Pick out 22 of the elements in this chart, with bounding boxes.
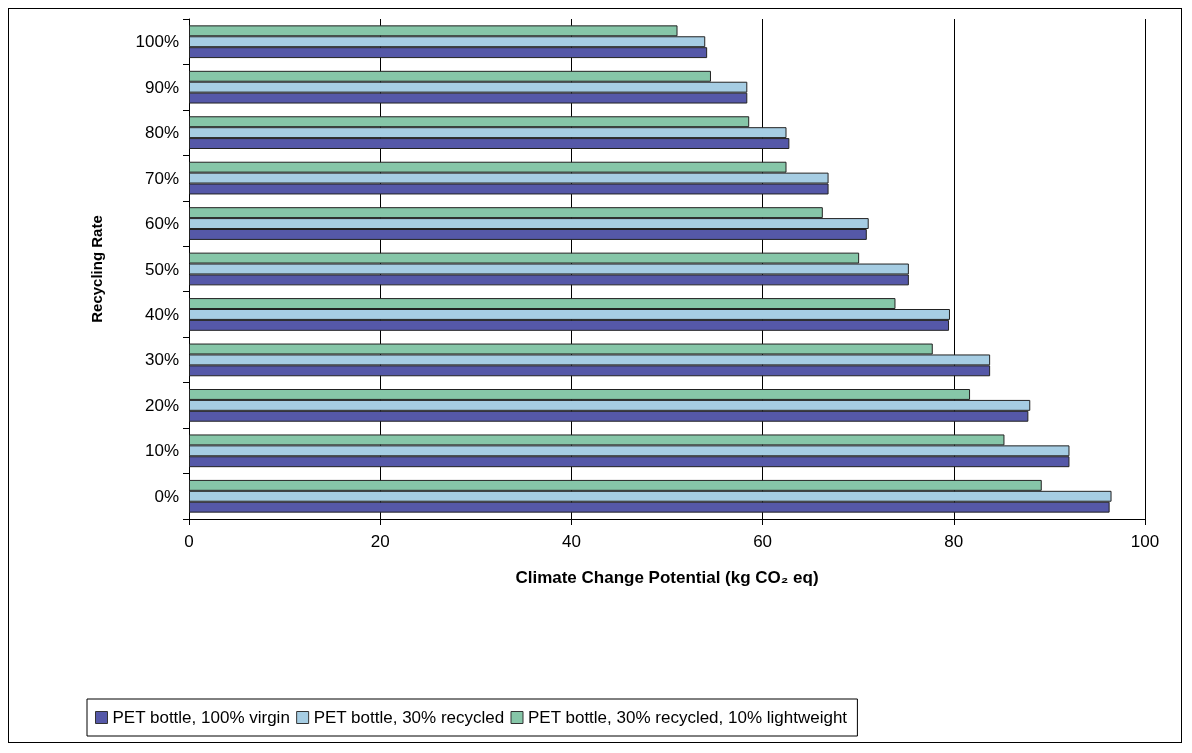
y-tick-label: 10% xyxy=(144,441,179,461)
x-axis-title: Climate Change Potential (kg CO₂ eq) xyxy=(515,568,819,587)
x-tick-label: 100 xyxy=(1130,532,1160,551)
y-tick-label: 50% xyxy=(144,259,179,279)
y-tick-label: 20% xyxy=(144,395,179,415)
x-tick-label: 40 xyxy=(561,532,581,551)
y-tick-label: 60% xyxy=(144,214,179,234)
y-tick-label: 70% xyxy=(144,168,179,188)
y-axis-title: Recycling Rate xyxy=(88,215,105,323)
y-tick-label: 0% xyxy=(154,486,179,506)
y-tick-label: 40% xyxy=(144,304,179,324)
x-tick-label: 80 xyxy=(944,532,964,551)
legend-label: PET bottle, 30% recycled, 10% lightweight xyxy=(528,708,848,727)
x-tick-label: 0 xyxy=(184,532,194,551)
x-tick-label: 20 xyxy=(370,532,390,551)
y-tick-label: 100% xyxy=(135,32,179,52)
legend-label: PET bottle, 100% virgin xyxy=(112,708,290,727)
y-tick-label: 30% xyxy=(144,350,179,370)
legend-label: PET bottle, 30% recycled xyxy=(313,708,505,727)
x-tick-label: 60 xyxy=(753,532,773,551)
y-tick-label: 80% xyxy=(144,123,179,143)
y-tick-label: 90% xyxy=(144,77,179,97)
